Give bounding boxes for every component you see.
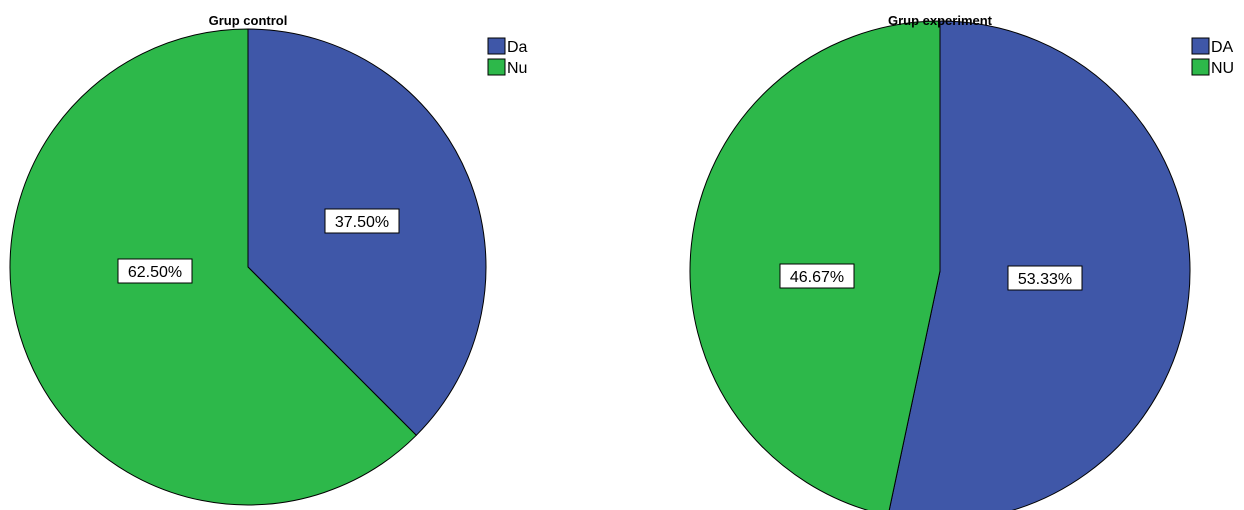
data-label-text: 46.67% xyxy=(790,269,844,286)
legend-swatch xyxy=(1191,58,1210,76)
data-label-box xyxy=(117,258,193,284)
data-label-nu: 46.67% xyxy=(779,263,855,289)
data-label-text: 62.50% xyxy=(128,264,182,281)
data-label-text: 37.50% xyxy=(335,214,389,231)
data-label-da: 37.50% xyxy=(324,208,400,234)
data-label-box xyxy=(324,208,400,234)
legend-swatch xyxy=(487,37,506,55)
pie-chart-experiment: 53.33% 46.67% DA NU Grup experiment xyxy=(689,13,1234,510)
legend-label: Nu xyxy=(507,60,527,77)
legend-item-nu: Nu xyxy=(487,58,527,77)
data-label-box xyxy=(779,263,855,289)
pie-chart-control: 37.50% 62.50% Da Nu Grup control xyxy=(9,13,528,506)
data-label-nu: 62.50% xyxy=(117,258,193,284)
chart-title: Grup control xyxy=(209,13,288,28)
legend-swatch xyxy=(1191,37,1210,55)
pie-slice-nu xyxy=(9,28,417,506)
chart-title: Grup experiment xyxy=(888,13,993,28)
legend-item-da: Da xyxy=(487,37,528,56)
legend-item-nu: NU xyxy=(1191,58,1234,77)
legend-label: NU xyxy=(1211,60,1234,77)
data-label-da: 53.33% xyxy=(1007,265,1083,291)
data-label-box xyxy=(1007,265,1083,291)
legend-swatch xyxy=(487,58,506,76)
legend-item-da: DA xyxy=(1191,37,1234,56)
legend-label: Da xyxy=(507,39,528,56)
legend-label: DA xyxy=(1211,39,1234,56)
data-label-text: 53.33% xyxy=(1018,271,1072,288)
